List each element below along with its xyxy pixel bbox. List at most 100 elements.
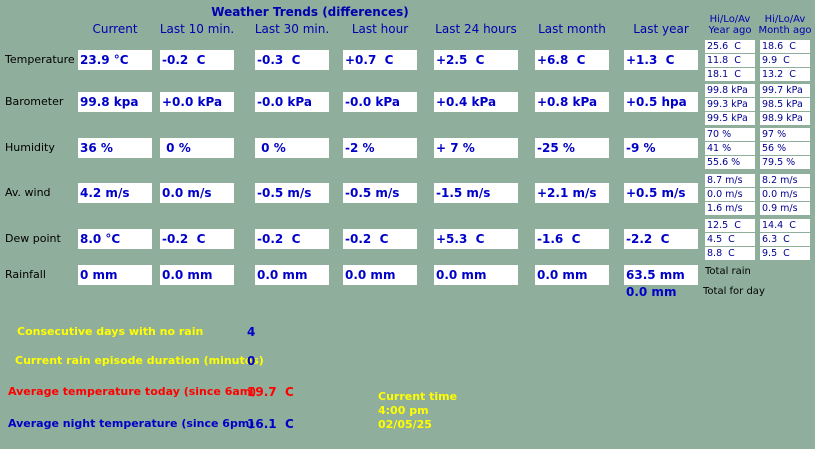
value-field: 0.0 mm	[535, 265, 609, 285]
value-field: +2.1 m/s	[535, 183, 609, 203]
row-label: Temperature	[5, 53, 75, 66]
value-field: 63.5 mm	[624, 265, 698, 285]
column-header: Last hour	[351, 22, 409, 36]
total-rain-label: Total rain	[705, 266, 751, 277]
value-field: +0.8 kPa	[535, 92, 609, 112]
current-time-date: 02/05/25	[378, 418, 432, 431]
stat-value: 19.7 C	[247, 385, 294, 399]
column-header: Last month	[538, 22, 606, 36]
hi-lo-av-field: 13.2 C	[760, 68, 810, 81]
value-field: 0 mm	[78, 265, 152, 285]
value-field: -0.2 C	[255, 229, 329, 249]
day-rain-value: 0.0 mm	[626, 285, 677, 299]
hi-lo-av-field: 11.8 C	[705, 54, 755, 67]
column-header: Last year	[633, 22, 689, 36]
hi-lo-av-field: 99.7 kPa	[760, 84, 810, 97]
hi-lo-av-field: 55.6 %	[705, 156, 755, 169]
column-header: Last 24 hours	[435, 22, 517, 36]
hi-lo-av-field: 12.5 C	[705, 219, 755, 232]
stat-label: Consecutive days with no rain	[17, 325, 204, 338]
stat-value: 16.1 C	[247, 417, 294, 431]
value-field: +0.5 hpa	[624, 92, 698, 112]
hi-lo-av-field: 98.9 kPa	[760, 112, 810, 125]
value-field: +6.8 C	[535, 50, 609, 70]
title: Weather Trends (differences)	[211, 5, 409, 19]
stat-label: Current rain episode duration (minutes)	[15, 354, 264, 367]
hi-lo-av-field: 56 %	[760, 142, 810, 155]
value-field: -0.5 m/s	[343, 183, 417, 203]
value-field: +0.5 m/s	[624, 183, 698, 203]
column-header: Last 30 min.	[254, 22, 330, 36]
hi-lo-av-field: 1.6 m/s	[705, 202, 755, 215]
hi-lo-av-field: 14.4 C	[760, 219, 810, 232]
side-header: Month ago	[758, 25, 812, 36]
value-field: -0.2 C	[160, 50, 234, 70]
hi-lo-av-field: 18.1 C	[705, 68, 755, 81]
value-field: 0.0 mm	[343, 265, 417, 285]
value-field: 0.0 mm	[255, 265, 329, 285]
row-label: Dew point	[5, 232, 61, 245]
hi-lo-av-field: 6.3 C	[760, 233, 810, 246]
value-field: -0.2 C	[343, 229, 417, 249]
day-rain-label: Total for day	[703, 286, 765, 297]
hi-lo-av-field: 8.7 m/s	[705, 174, 755, 187]
hi-lo-av-field: 25.6 C	[705, 40, 755, 53]
stat-value: 0	[247, 354, 256, 368]
hi-lo-av-field: 8.8 C	[705, 247, 755, 260]
value-field: 36 %	[78, 138, 152, 158]
value-field: 99.8 kpa	[78, 92, 152, 112]
hi-lo-av-field: 99.3 kPa	[705, 98, 755, 111]
value-field: 0 %	[160, 138, 234, 158]
current-time-time: 4:00 pm	[378, 404, 429, 417]
value-field: -1.6 C	[535, 229, 609, 249]
hi-lo-av-field: 41 %	[705, 142, 755, 155]
value-field: 8.0 °C	[78, 229, 152, 249]
hi-lo-av-field: 99.5 kPa	[705, 112, 755, 125]
hi-lo-av-field: 9.9 C	[760, 54, 810, 67]
hi-lo-av-field: 18.6 C	[760, 40, 810, 53]
value-field: -2 %	[343, 138, 417, 158]
value-field: +0.0 kPa	[160, 92, 234, 112]
hi-lo-av-field: 4.5 C	[705, 233, 755, 246]
row-label: Humidity	[5, 141, 55, 154]
value-field: -9 %	[624, 138, 698, 158]
value-field: 0.0 mm	[434, 265, 518, 285]
column-header: Current	[92, 22, 138, 36]
current-time-label: Current time	[378, 390, 458, 403]
hi-lo-av-field: 0.0 m/s	[705, 188, 755, 201]
value-field: -0.3 C	[255, 50, 329, 70]
value-field: +2.5 C	[434, 50, 518, 70]
value-field: -0.2 C	[160, 229, 234, 249]
row-label: Av. wind	[5, 186, 51, 199]
stat-label: Average night temperature (since 6pm)	[8, 417, 255, 430]
value-field: 0 %	[255, 138, 329, 158]
hi-lo-av-field: 0.9 m/s	[760, 202, 810, 215]
column-header: Last 10 min.	[159, 22, 235, 36]
side-header: Hi/Lo/Av	[764, 14, 806, 25]
hi-lo-av-field: 9.5 C	[760, 247, 810, 260]
row-label: Rainfall	[5, 268, 46, 281]
side-header: Year ago	[708, 25, 752, 36]
value-field: -1.5 m/s	[434, 183, 518, 203]
hi-lo-av-field: 97 %	[760, 128, 810, 141]
side-header: Hi/Lo/Av	[709, 14, 751, 25]
value-field: 0.0 mm	[160, 265, 234, 285]
hi-lo-av-field: 99.8 kPa	[705, 84, 755, 97]
value-field: -0.0 kPa	[255, 92, 329, 112]
value-field: -25 %	[535, 138, 609, 158]
value-field: 23.9 °C	[78, 50, 152, 70]
hi-lo-av-field: 70 %	[705, 128, 755, 141]
row-label: Barometer	[5, 95, 64, 108]
value-field: + 7 %	[434, 138, 518, 158]
value-field: +5.3 C	[434, 229, 518, 249]
value-field: 0.0 m/s	[160, 183, 234, 203]
value-field: +0.4 kPa	[434, 92, 518, 112]
stat-value: 4	[247, 325, 256, 339]
value-field: +1.3 C	[624, 50, 698, 70]
stat-label: Average temperature today (since 6am)	[8, 385, 257, 398]
hi-lo-av-field: 79.5 %	[760, 156, 810, 169]
value-field: -2.2 C	[624, 229, 698, 249]
value-field: 4.2 m/s	[78, 183, 152, 203]
value-field: -0.5 m/s	[255, 183, 329, 203]
